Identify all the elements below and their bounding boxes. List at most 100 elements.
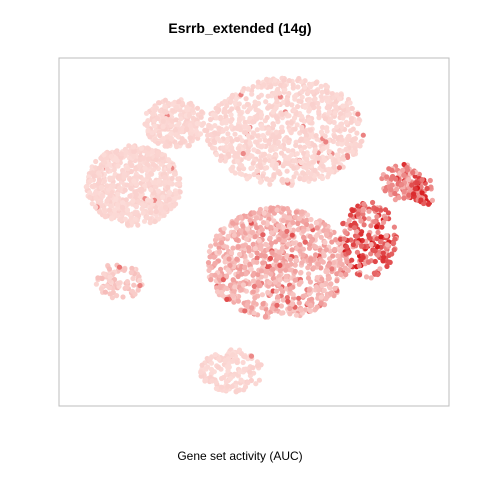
- scatter-point: [140, 177, 146, 183]
- scatter-point: [380, 250, 386, 256]
- scatter-point: [393, 186, 400, 193]
- scatter-point: [137, 193, 143, 199]
- scatter-point: [324, 269, 330, 275]
- scatter-point: [218, 266, 224, 272]
- scatter-point: [347, 262, 353, 269]
- scatter-point: [255, 79, 261, 85]
- scatter-point: [124, 207, 130, 213]
- scatter-point: [129, 265, 135, 271]
- scatter-point: [157, 133, 163, 139]
- scatter-point: [197, 131, 204, 137]
- scatter-point: [308, 223, 314, 229]
- scatter-point: [330, 260, 337, 266]
- scatter-point: [116, 264, 123, 270]
- scatter-point: [318, 265, 324, 271]
- scatter-point: [262, 314, 268, 320]
- scatter-point: [200, 120, 207, 126]
- scatter-point: [266, 140, 272, 146]
- scatter-point: [361, 222, 367, 228]
- scatter-point: [354, 249, 360, 255]
- scatter-point: [131, 282, 137, 288]
- scatter-point: [230, 220, 236, 226]
- scatter-point: [306, 271, 312, 277]
- scatter-point: [337, 260, 343, 266]
- scatter-point: [177, 140, 184, 146]
- scatter-point: [389, 182, 395, 188]
- scatter-point: [234, 158, 240, 164]
- scatter-point: [138, 145, 144, 151]
- scatter-point: [220, 145, 226, 151]
- scatter-point: [409, 182, 415, 188]
- scatter-point: [240, 243, 246, 249]
- scatter-point: [254, 363, 261, 369]
- scatter-point: [156, 178, 162, 184]
- scatter-point: [173, 104, 179, 111]
- scatter-point: [115, 280, 121, 286]
- scatter-point: [419, 190, 425, 196]
- scatter-point: [152, 107, 158, 113]
- scatter-point: [251, 300, 257, 306]
- scatter-point: [132, 210, 139, 216]
- scatter-point: [297, 242, 303, 248]
- scatter-point: [238, 214, 244, 220]
- scatter-point: [235, 273, 241, 280]
- scatter-point: [275, 298, 281, 304]
- scatter-point: [144, 123, 150, 129]
- scatter-point: [384, 174, 390, 180]
- scatter-point: [229, 94, 235, 100]
- scatter-point: [165, 157, 172, 163]
- scatter-point: [122, 187, 128, 193]
- scatter-point: [166, 196, 172, 202]
- scatter-point: [266, 126, 272, 132]
- scatter-point: [265, 289, 271, 295]
- scatter-point: [230, 293, 236, 299]
- scatter-point: [240, 223, 246, 229]
- scatter-point: [128, 185, 134, 191]
- scatter-point: [273, 288, 279, 294]
- scatter-point: [93, 204, 99, 210]
- scatter-point: [312, 96, 318, 102]
- scatter-point: [277, 171, 283, 177]
- scatter-point: [274, 207, 280, 213]
- scatter-point: [249, 305, 255, 311]
- scatter-point: [297, 248, 303, 254]
- scatter-point: [241, 366, 247, 372]
- scatter-point: [268, 230, 275, 236]
- scatter-point: [280, 217, 286, 224]
- scatter-point: [347, 212, 354, 218]
- scatter-point: [412, 186, 418, 192]
- scatter-point: [378, 239, 384, 245]
- scatter-point: [306, 161, 312, 167]
- scatter-point: [263, 273, 269, 279]
- scatter-point: [120, 200, 126, 206]
- scatter-point: [292, 214, 299, 220]
- scatter-point: [288, 261, 294, 267]
- scatter-point: [258, 252, 264, 259]
- scatter-point: [190, 115, 196, 121]
- scatter-point: [199, 362, 205, 368]
- scatter-point: [401, 172, 407, 178]
- scatter-point: [276, 236, 282, 242]
- scatter-point: [244, 302, 250, 308]
- scatter-point: [399, 182, 405, 188]
- scatter-point: [355, 211, 361, 217]
- scatter-point: [379, 224, 385, 230]
- scatter-point: [272, 279, 278, 285]
- scatter-point: [230, 245, 236, 251]
- scatter-point: [259, 292, 265, 298]
- scatter-point: [247, 105, 254, 111]
- scatter-point: [102, 160, 108, 166]
- scatter-point: [365, 259, 371, 265]
- scatter-point: [229, 106, 235, 112]
- scatter-point: [284, 228, 290, 234]
- scatter-point: [160, 194, 166, 200]
- scatter-point: [355, 120, 361, 126]
- scatter-point: [235, 387, 241, 394]
- scatter-point: [206, 267, 212, 273]
- scatter-point: [130, 144, 136, 150]
- scatter-point: [429, 197, 435, 203]
- scatter-point: [251, 310, 257, 316]
- scatter-point: [406, 192, 412, 198]
- scatter-point: [208, 366, 215, 372]
